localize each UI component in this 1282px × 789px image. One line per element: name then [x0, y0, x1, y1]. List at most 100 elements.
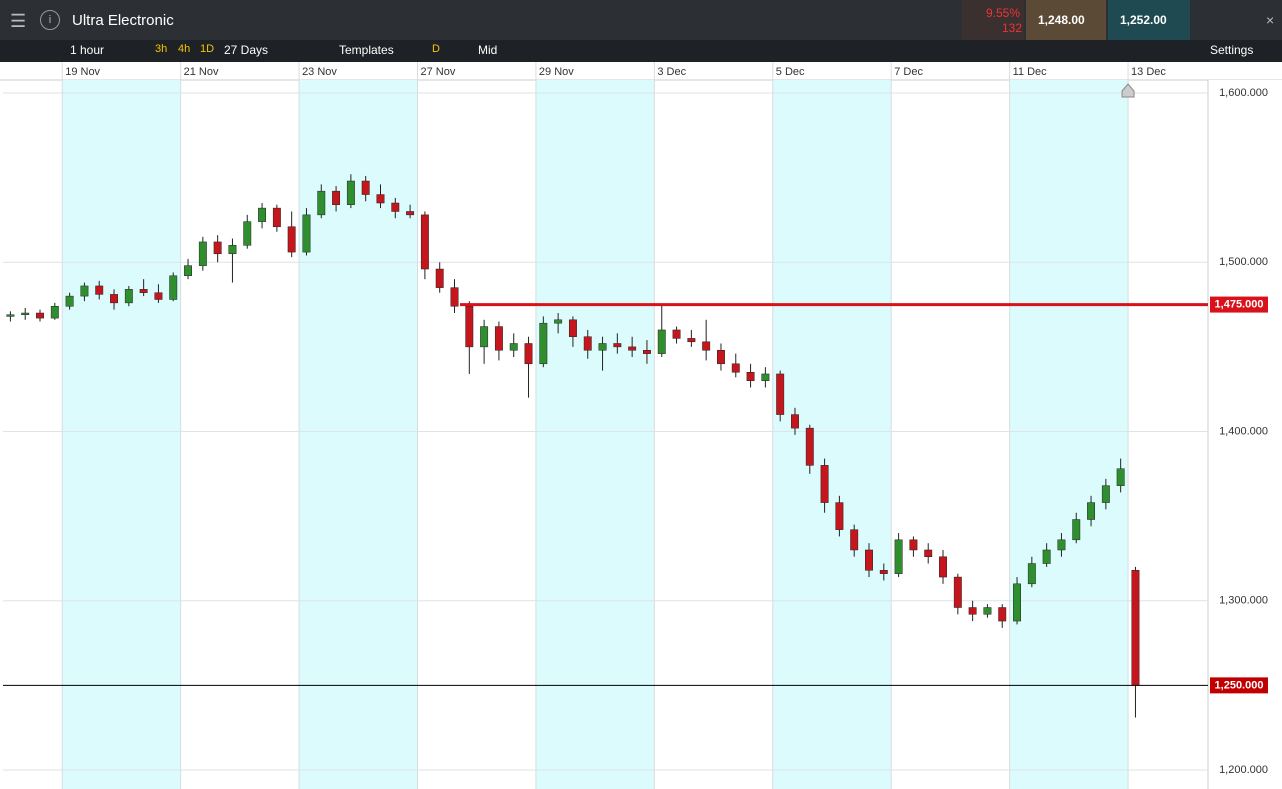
candle-body	[420, 214, 429, 270]
candle-body	[391, 202, 400, 212]
y-tick-label: 1,500.000	[1219, 256, 1268, 268]
session-shade	[772, 80, 892, 789]
candle-body	[1087, 502, 1096, 520]
quick-interval[interactable]: 4h	[178, 43, 191, 55]
candle-body	[717, 350, 725, 365]
session-shade	[62, 80, 181, 789]
buy-box[interactable]	[1108, 0, 1190, 40]
x-tick-label: 3 Dec	[657, 66, 686, 78]
y-tick-label: 1,600.000	[1219, 87, 1268, 99]
candle-body	[287, 226, 296, 253]
candle-body	[110, 294, 118, 304]
candle-body	[154, 292, 163, 300]
candle-body	[243, 221, 252, 246]
x-tick-label: 23 Nov	[302, 66, 337, 78]
menu-icon[interactable]: ☰	[10, 11, 27, 31]
candle-body	[213, 241, 222, 255]
chart: 19 Nov 21 Nov 23 Nov 27 Nov 29 Nov 3 Dec 5 Dec…	[0, 62, 1282, 789]
alert-marker	[1121, 83, 1135, 98]
y-tick-label: 1,400.000	[1219, 425, 1268, 437]
candle-body	[258, 207, 267, 222]
candle-body	[21, 312, 30, 315]
close-button[interactable]: ×	[1266, 12, 1275, 28]
candle-body	[539, 322, 548, 365]
candle-body	[524, 343, 533, 365]
quick-interval[interactable]: 1D	[200, 43, 215, 55]
candle-body	[65, 295, 74, 307]
candle-body	[554, 319, 563, 324]
y-tick-label: 1,300.000	[1219, 595, 1268, 607]
candle-body	[198, 241, 207, 266]
session-shade	[1009, 80, 1129, 789]
buy-price[interactable]: 1,252.00	[1120, 13, 1167, 27]
candle-body	[761, 373, 770, 381]
chart-toolbar: 1 hour 3h 4h 1D 27 Days Templates D Mid …	[0, 40, 1282, 62]
candle-body	[406, 211, 415, 216]
candle-body	[1101, 485, 1110, 503]
candle-body	[332, 190, 341, 205]
candle-body	[1027, 563, 1036, 585]
candle-body	[1072, 519, 1081, 541]
axis-panel	[1208, 80, 1282, 789]
settings[interactable]: Settings	[1210, 43, 1254, 57]
candle-body	[346, 180, 355, 205]
candle-body	[184, 265, 192, 277]
candle-body	[628, 346, 637, 351]
candle-body	[1013, 583, 1021, 622]
candle-body	[494, 326, 503, 351]
candle-body	[746, 372, 755, 381]
candle-body	[702, 341, 711, 351]
price-label: 1,475.000	[1215, 298, 1264, 310]
candle-body	[169, 275, 178, 300]
candle-body	[731, 363, 740, 373]
candle-body	[598, 343, 607, 351]
candle-body	[1057, 539, 1066, 551]
price-type[interactable]: Mid	[478, 43, 498, 57]
y-tick-label: 1,200.000	[1219, 764, 1268, 776]
x-tick-label: 27 Nov	[420, 66, 455, 78]
candle-body	[791, 414, 799, 429]
candle-body	[480, 326, 489, 348]
candle-body	[820, 465, 829, 503]
interval[interactable]: 1 hour	[70, 43, 105, 57]
sell-price[interactable]: 1,248.00	[1038, 13, 1085, 27]
candle-body	[95, 285, 104, 295]
candle-body	[80, 285, 89, 297]
quick-interval[interactable]: 3h	[155, 43, 168, 55]
candle-body	[509, 343, 518, 351]
candle-body	[968, 607, 977, 615]
x-tick-label: 29 Nov	[539, 66, 574, 78]
candle-body	[672, 329, 681, 339]
candle-body	[924, 549, 933, 557]
candle-body	[435, 268, 444, 288]
candle-body	[6, 314, 15, 317]
candle-body	[953, 576, 962, 608]
candle-body	[1116, 468, 1125, 486]
info-icon[interactable]: i	[40, 10, 60, 30]
x-tick-label: 11 Dec	[1013, 66, 1048, 78]
change: 9.55%	[986, 6, 1021, 20]
x-tick-label: 21 Nov	[184, 66, 219, 78]
candle-body	[361, 180, 370, 195]
templates[interactable]: Templates	[339, 43, 394, 57]
candle-body	[865, 549, 873, 571]
date-axis-bg	[0, 62, 1282, 80]
candle-body	[228, 245, 237, 255]
range[interactable]: 27 Days	[224, 43, 269, 57]
candle-body	[613, 343, 622, 348]
price-label: 1,250.000	[1215, 679, 1264, 691]
sell-box[interactable]	[1026, 0, 1106, 40]
candle-body	[894, 539, 903, 574]
d-button[interactable]: D	[432, 43, 440, 55]
price-label-bg	[1210, 296, 1268, 313]
candle-body	[939, 556, 947, 578]
change-points: 132	[1002, 21, 1023, 35]
candle-body	[450, 287, 459, 307]
session-shade	[535, 80, 655, 789]
candle-body	[1042, 549, 1051, 564]
candle-body	[568, 319, 577, 337]
price-label-bg	[1210, 677, 1268, 694]
candle-body	[879, 570, 888, 574]
candle-body	[583, 336, 592, 351]
